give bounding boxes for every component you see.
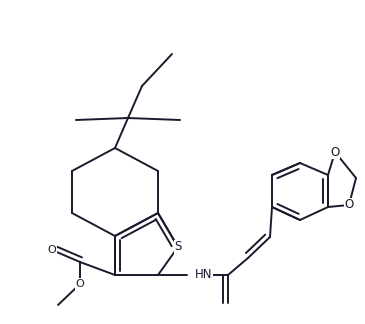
Text: S: S [174, 240, 182, 253]
Text: O: O [330, 145, 339, 158]
Text: HN: HN [195, 269, 212, 282]
Text: O: O [344, 199, 354, 212]
Text: O: O [76, 279, 84, 289]
Text: O: O [47, 245, 56, 255]
